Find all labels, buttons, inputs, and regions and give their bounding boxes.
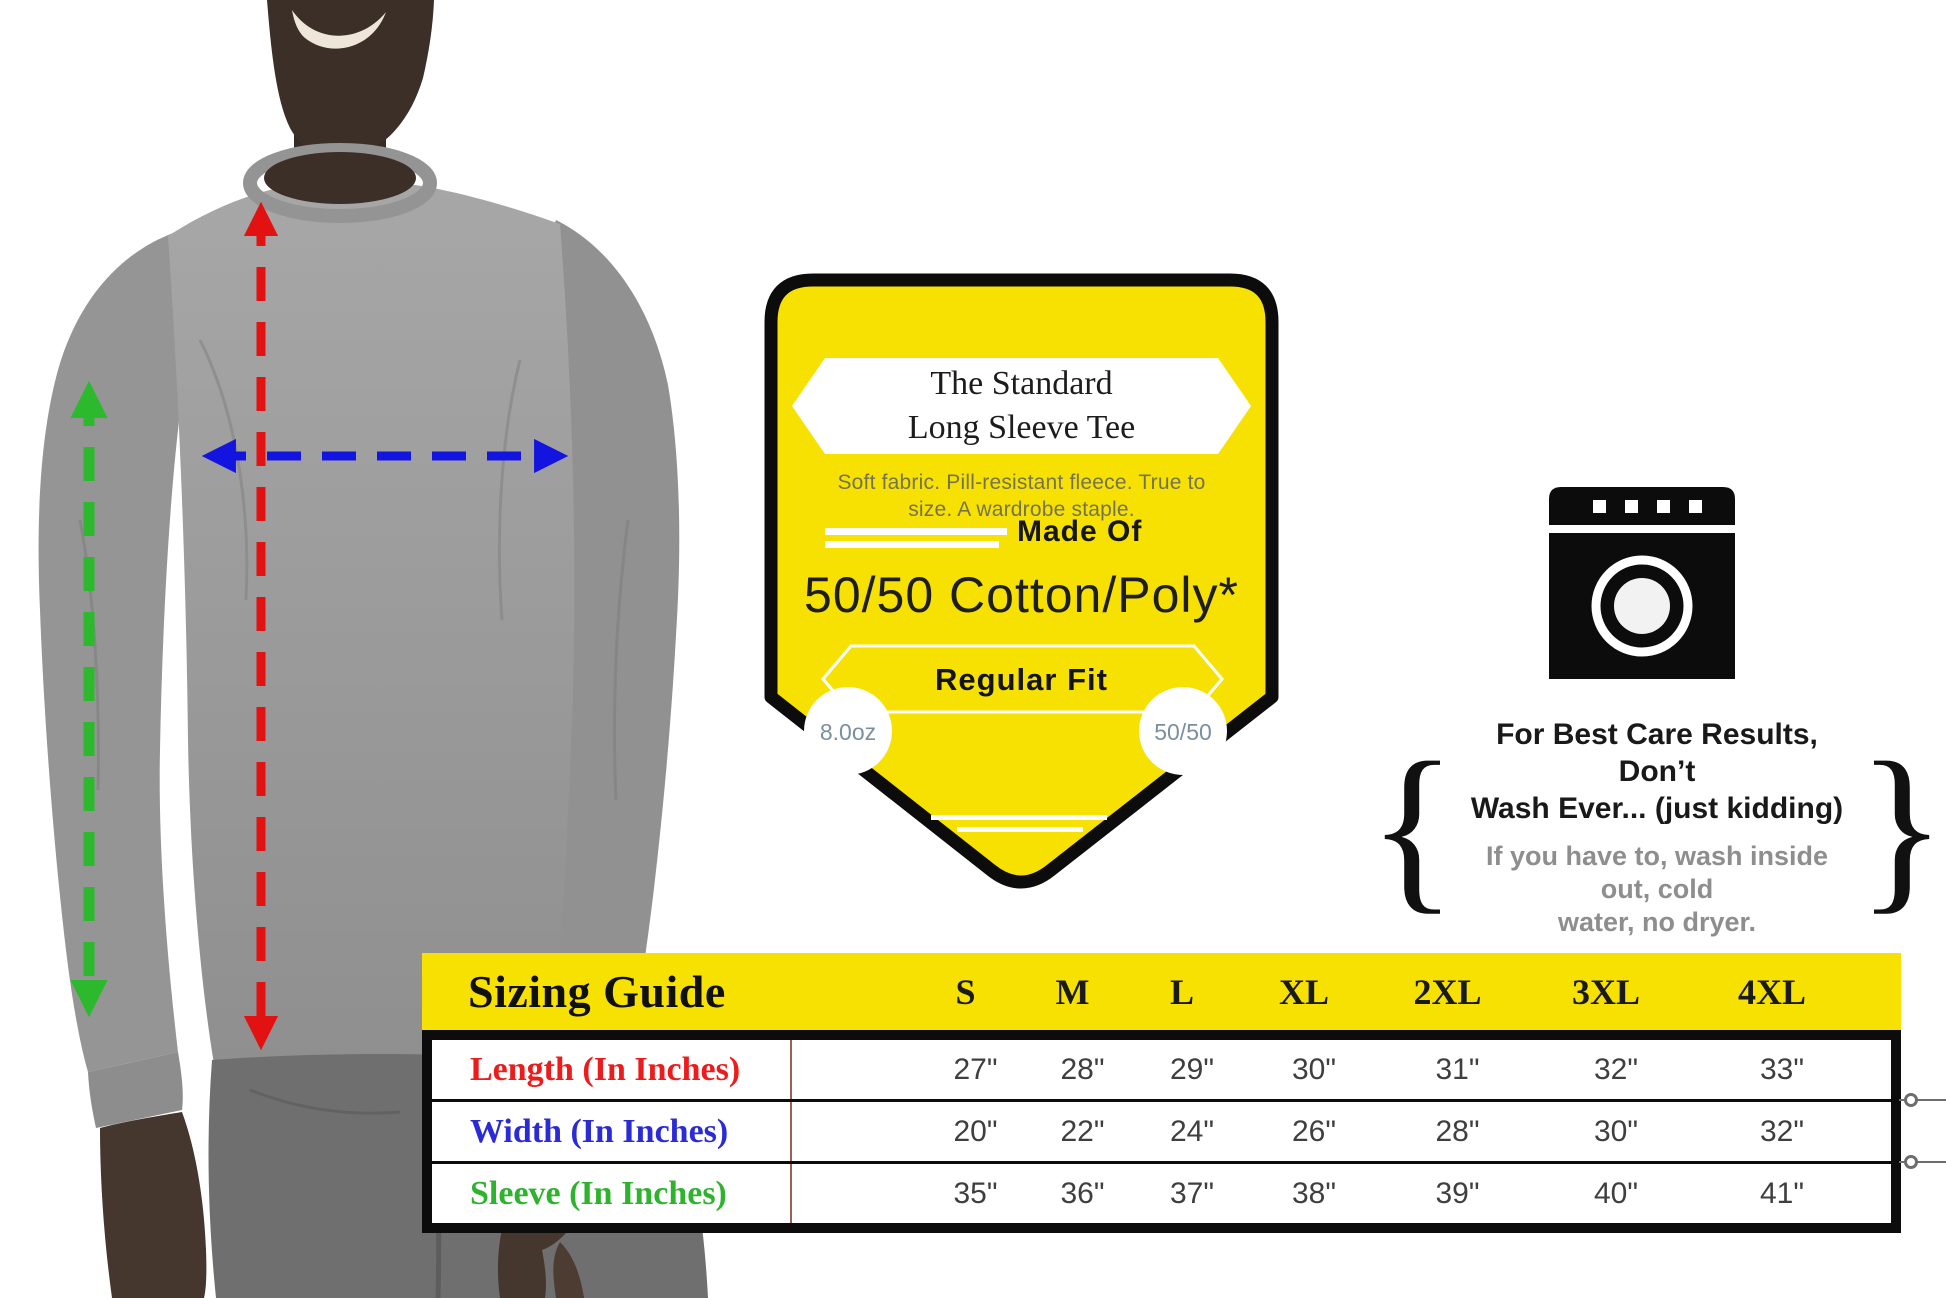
size-value-cell: 30" <box>1593 1114 1639 1148</box>
size-value-cell: 35" <box>953 1176 998 1210</box>
size-column-header: L <box>1169 971 1194 1012</box>
badge-title-line2: Long Sleeve Tee <box>907 409 1136 446</box>
badge-tagline-line1: Soft fabric. Pill-resistant fleece. True… <box>837 471 1206 494</box>
smile <box>292 10 386 49</box>
size-column-header: M <box>1055 971 1090 1012</box>
size-value-cell: 40" <box>1593 1176 1639 1210</box>
row-label: Sleeve (In Inches) <box>432 1164 792 1223</box>
size-value-cell: 31" <box>1435 1052 1480 1086</box>
size-column-header: XL <box>1278 971 1329 1012</box>
title-ribbon <box>792 358 1251 454</box>
washer-door <box>1591 555 1693 657</box>
size-column-header: S <box>955 971 976 1012</box>
badge-title: The Standard Long Sleeve Tee <box>763 362 1280 450</box>
sizing-table-header: Sizing Guide S M L XL 2XL 3XL 4XL <box>422 953 1901 1030</box>
size-column-header: 3XL <box>1571 971 1640 1012</box>
row-label: Width (In Inches) <box>432 1102 792 1161</box>
opening-brace: { <box>1368 724 1457 930</box>
size-value-cell: 20" <box>953 1114 998 1148</box>
sizing-guide-table: Sizing Guide S M L XL 2XL 3XL 4XL Length… <box>422 953 1901 1233</box>
weight-circle <box>804 687 892 775</box>
size-value-cell: 27" <box>953 1052 998 1086</box>
care-detail-line1: If you have to, wash inside out, cold <box>1485 841 1829 904</box>
row-divider-extension <box>1899 1161 1946 1163</box>
size-value-cell: 38" <box>1291 1176 1337 1210</box>
row-divider-extension <box>1899 1099 1946 1101</box>
collar <box>243 143 437 223</box>
size-column-header: 4XL <box>1737 971 1806 1012</box>
size-value-cell: 28" <box>1060 1052 1105 1086</box>
care-instructions: { For Best Care Results, Don’t Wash Ever… <box>1368 716 1946 939</box>
sizing-guide-title: Sizing Guide <box>468 966 726 1017</box>
weight-badge: 8.0oz <box>819 719 877 745</box>
size-value-cell: 41" <box>1759 1176 1805 1210</box>
divider-end-dot <box>1904 1155 1918 1169</box>
product-badge: The Standard Long Sleeve Tee Soft fabric… <box>763 272 1280 892</box>
size-value-cell: 33" <box>1759 1052 1805 1086</box>
size-value-cell: 26" <box>1291 1114 1337 1148</box>
closing-brace: } <box>1857 724 1946 930</box>
size-column-header: 2XL <box>1413 971 1482 1012</box>
badge-title-line1: The Standard <box>930 365 1113 402</box>
washing-machine-icon <box>1549 487 1735 679</box>
size-value-cell: 29" <box>1169 1052 1215 1086</box>
size-value-cell: 30" <box>1291 1052 1337 1086</box>
blend-circle <box>1139 687 1227 775</box>
size-value-cell: 32" <box>1593 1052 1639 1086</box>
size-value-cell: 36" <box>1060 1176 1105 1210</box>
row-label: Length (In Inches) <box>432 1040 792 1099</box>
table-row-length: Length (In Inches) 27" 28" 29" 30" 31" 3… <box>432 1040 1891 1099</box>
sizing-table-body: Length (In Inches) 27" 28" 29" 30" 31" 3… <box>422 1030 1901 1233</box>
divider-end-dot <box>1904 1093 1918 1107</box>
table-row-width: Width (In Inches) 20" 22" 24" 26" 28" 30… <box>432 1102 1891 1161</box>
fit-label: Regular Fit <box>935 662 1108 697</box>
badge-shape <box>764 273 1279 889</box>
left-cuff <box>88 1052 183 1128</box>
care-detail-line2: water, no dryer. <box>1557 907 1757 937</box>
blend-badge: 50/50 <box>1154 719 1212 745</box>
care-text: For Best Care Results, Don’t Wash Ever..… <box>1467 716 1847 939</box>
made-of-label: Made Of <box>1017 515 1143 548</box>
size-value-cell: 28" <box>1435 1114 1480 1148</box>
size-value-cell: 39" <box>1435 1176 1480 1210</box>
care-headline-line1: For Best Care Results, Don’t <box>1496 718 1818 788</box>
badge-tagline-line2: size. A wardrobe staple. <box>908 498 1135 521</box>
material-text: 50/50 Cotton/Poly* <box>804 567 1239 623</box>
badge-tagline: Soft fabric. Pill-resistant fleece. True… <box>763 469 1280 523</box>
size-value-cell: 22" <box>1060 1114 1105 1148</box>
size-value-cell: 24" <box>1169 1114 1215 1148</box>
size-value-cell: 37" <box>1169 1176 1215 1210</box>
care-headline-line2: Wash Ever... (just kidding) <box>1470 792 1844 825</box>
table-row-sleeve: Sleeve (In Inches) 35" 36" 37" 38" 39" 4… <box>432 1164 1891 1223</box>
size-value-cell: 32" <box>1759 1114 1805 1148</box>
